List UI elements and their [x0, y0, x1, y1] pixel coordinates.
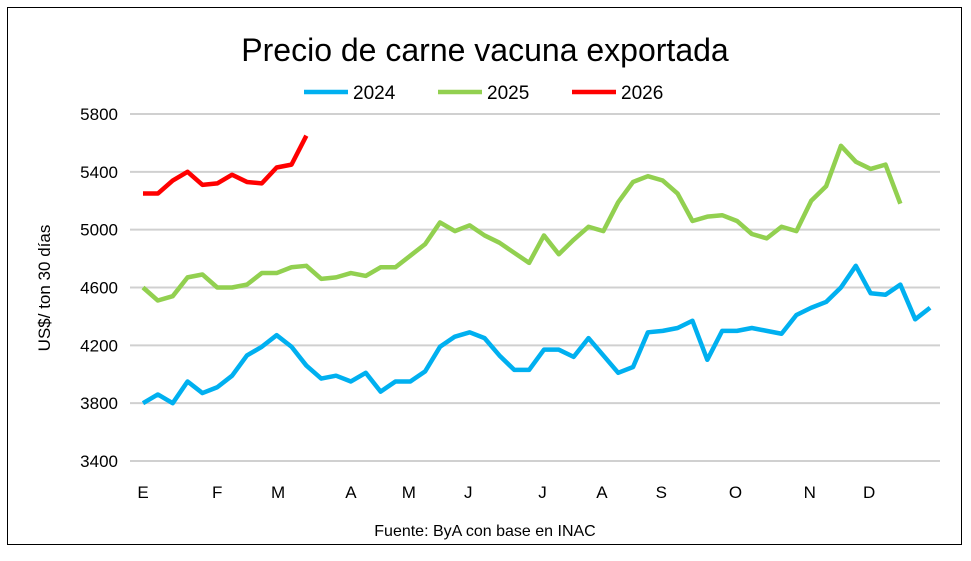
y-tick-label: 4600	[80, 279, 118, 298]
legend-label: 2026	[621, 83, 663, 104]
y-tick-label: 3800	[80, 394, 118, 413]
x-tick-label: F	[212, 483, 222, 502]
x-tick-label: J	[464, 483, 473, 502]
legend-label: 2024	[353, 83, 396, 104]
series-line-2025	[141, 143, 903, 303]
x-tick-label: M	[402, 483, 416, 502]
x-tick-label: A	[345, 483, 357, 502]
y-tick-label: 5000	[80, 221, 118, 240]
x-tick-label: O	[729, 483, 742, 502]
y-tick-label: 5400	[80, 163, 118, 182]
x-tick-label: J	[538, 483, 547, 502]
x-tick-label: E	[137, 483, 148, 502]
series-line-2026	[143, 134, 309, 196]
y-tick-label: 3400	[80, 452, 118, 471]
series-line-2024	[141, 263, 932, 406]
source-note: Fuente: ByA con base en INAC	[374, 523, 595, 540]
x-tick-label: M	[271, 483, 285, 502]
y-axis-label: US$/ ton 30 días	[35, 225, 54, 352]
x-tick-label: A	[596, 483, 608, 502]
chart-frame	[7, 7, 962, 545]
y-tick-label: 5800	[80, 105, 118, 124]
chart-title: Precio de carne vacuna exportada	[241, 32, 729, 68]
x-tick-label: D	[863, 483, 875, 502]
x-tick-label: S	[656, 483, 667, 502]
x-tick-label: N	[804, 483, 816, 502]
legend-label: 2025	[487, 83, 529, 104]
y-tick-label: 4200	[80, 336, 118, 355]
